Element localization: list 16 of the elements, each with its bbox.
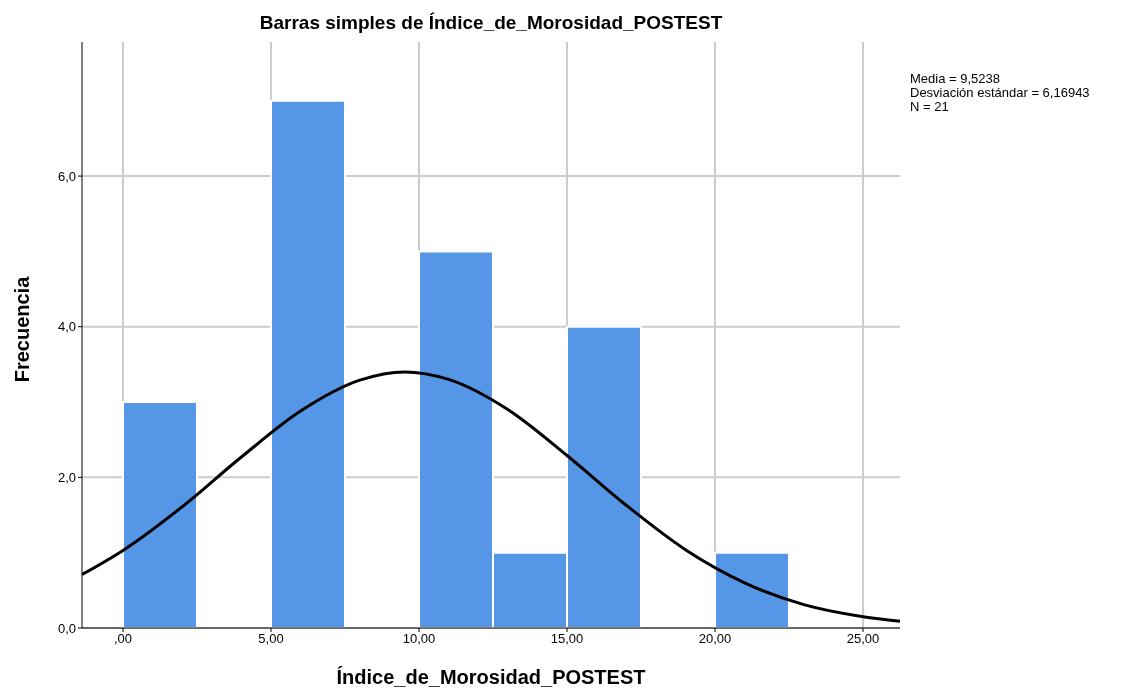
x-tick-label: 5,00 <box>258 631 284 647</box>
x-tick-label: 25,00 <box>846 631 880 647</box>
y-tick-label: 2,0 <box>57 469 76 485</box>
x-tick-label: ,00 <box>113 631 133 647</box>
x-tick-label: 15,00 <box>550 631 584 647</box>
x-tick-label: 20,00 <box>698 631 732 647</box>
y-tick-label: 0,0 <box>57 620 76 636</box>
y-axis-title: Frecuencia <box>10 275 34 385</box>
text: Desviación estándar = 6,16943 <box>910 85 1090 100</box>
x-axis-title: Índice_de_Morosidad_POSTEST <box>335 666 647 689</box>
chart-title: Barras simples de Índice_de_Morosidad_POSTEST <box>258 12 724 34</box>
y-tick-label: 4,0 <box>57 319 76 335</box>
y-tick-label: 6,0 <box>57 168 76 184</box>
x-tick-label: 10,00 <box>402 631 436 647</box>
text: Media = 9,5238 <box>910 71 1001 86</box>
text: N = 21 <box>910 99 950 114</box>
